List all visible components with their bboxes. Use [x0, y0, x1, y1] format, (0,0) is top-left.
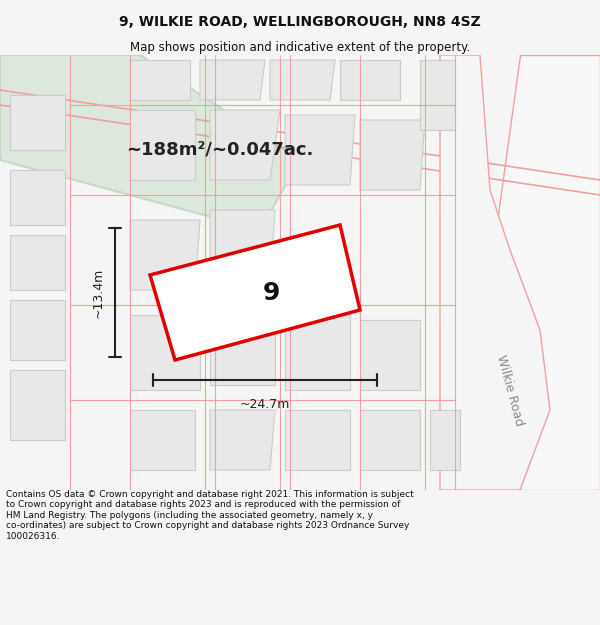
Polygon shape — [360, 120, 425, 190]
Polygon shape — [210, 210, 275, 280]
Polygon shape — [130, 60, 190, 100]
Polygon shape — [440, 55, 550, 490]
Polygon shape — [210, 110, 280, 180]
Text: ~13.4m: ~13.4m — [92, 268, 105, 318]
Polygon shape — [210, 410, 275, 470]
Text: 9: 9 — [263, 281, 280, 304]
Polygon shape — [130, 410, 195, 470]
Polygon shape — [10, 170, 65, 225]
Polygon shape — [10, 300, 65, 360]
Polygon shape — [285, 315, 350, 390]
Text: Map shows position and indicative extent of the property.: Map shows position and indicative extent… — [130, 41, 470, 54]
Polygon shape — [285, 410, 350, 470]
Polygon shape — [270, 60, 335, 100]
Polygon shape — [10, 235, 65, 290]
Polygon shape — [210, 315, 275, 385]
Polygon shape — [420, 60, 455, 130]
Polygon shape — [200, 60, 265, 100]
Polygon shape — [340, 60, 400, 100]
Text: 9, WILKIE ROAD, WELLINGBOROUGH, NN8 4SZ: 9, WILKIE ROAD, WELLINGBOROUGH, NN8 4SZ — [119, 16, 481, 29]
Polygon shape — [460, 55, 600, 490]
Polygon shape — [130, 315, 200, 390]
Polygon shape — [360, 410, 420, 470]
Polygon shape — [0, 55, 300, 230]
Polygon shape — [10, 95, 65, 150]
Text: ~188m²/~0.047ac.: ~188m²/~0.047ac. — [127, 141, 314, 159]
Polygon shape — [10, 370, 65, 440]
Text: Wilkie Road: Wilkie Road — [494, 353, 526, 427]
Text: Contains OS data © Crown copyright and database right 2021. This information is : Contains OS data © Crown copyright and d… — [6, 490, 414, 541]
Polygon shape — [150, 225, 360, 360]
Polygon shape — [360, 320, 420, 390]
Polygon shape — [285, 115, 355, 185]
Text: ~24.7m: ~24.7m — [240, 398, 290, 411]
Polygon shape — [130, 110, 195, 180]
Polygon shape — [130, 220, 200, 290]
Polygon shape — [430, 410, 460, 470]
